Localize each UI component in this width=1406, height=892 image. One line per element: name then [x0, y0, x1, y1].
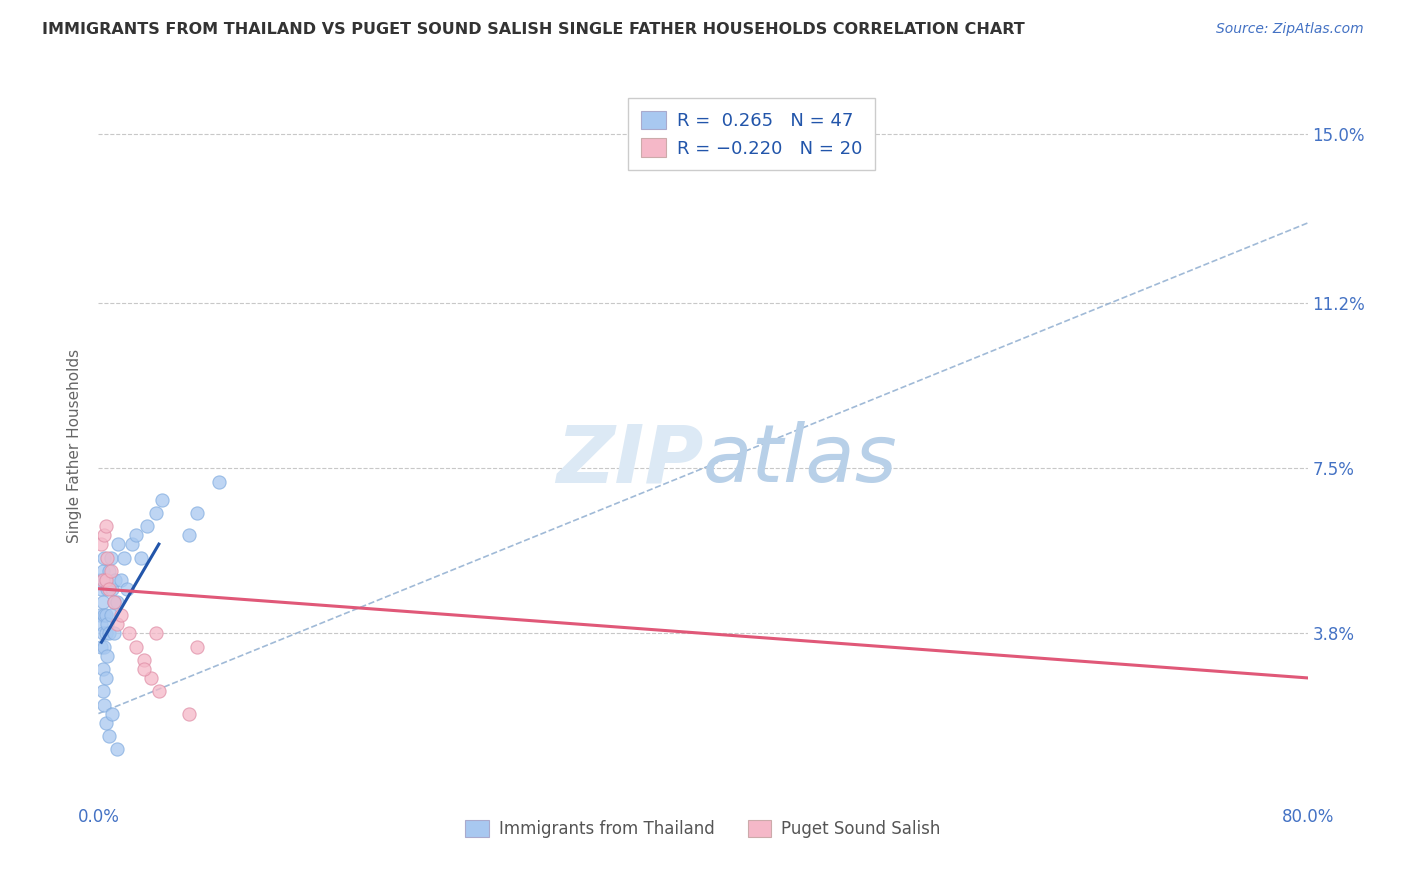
Point [107, 537, 129, 551]
Point [90, 537, 112, 551]
Point [93, 698, 115, 712]
Point [115, 582, 138, 596]
Point [105, 742, 128, 756]
Point [91, 662, 114, 676]
Text: ZIP: ZIP [555, 421, 703, 500]
Point [179, 528, 201, 542]
Point [91, 684, 114, 698]
Point [121, 537, 143, 551]
Point [100, 550, 122, 565]
Point [145, 626, 167, 640]
Point [150, 492, 173, 507]
Point [93, 608, 115, 623]
Point [96, 648, 118, 663]
Point [103, 626, 125, 640]
Point [141, 671, 163, 685]
Point [96, 617, 118, 632]
Point [100, 564, 122, 578]
Point [105, 595, 128, 609]
Text: IMMIGRANTS FROM THAILAND VS PUGET SOUND SALISH SINGLE FATHER HOUSEHOLDS CORRELAT: IMMIGRANTS FROM THAILAND VS PUGET SOUND … [42, 22, 1025, 37]
Point [101, 582, 124, 596]
Point [104, 573, 127, 587]
Point [145, 506, 167, 520]
Point [118, 626, 141, 640]
Point [94, 519, 117, 533]
Point [110, 573, 132, 587]
Point [94, 573, 117, 587]
Text: atlas: atlas [703, 421, 898, 500]
Point [135, 519, 157, 533]
Point [208, 475, 231, 489]
Point [94, 671, 117, 685]
Point [94, 626, 117, 640]
Point [101, 706, 124, 721]
Legend: Immigrants from Thailand, Puget Sound Salish: Immigrants from Thailand, Puget Sound Sa… [458, 813, 948, 845]
Point [132, 662, 155, 676]
Point [148, 684, 170, 698]
Point [89, 573, 111, 587]
Point [93, 550, 115, 565]
Point [103, 595, 125, 609]
Y-axis label: Single Father Households: Single Father Households [67, 349, 83, 543]
Point [96, 550, 118, 565]
Point [90, 582, 112, 596]
Point [91, 573, 114, 587]
Point [98, 582, 121, 596]
Point [90, 640, 112, 654]
Point [91, 595, 114, 609]
Point [179, 706, 201, 721]
Point [98, 564, 121, 578]
Point [186, 506, 208, 520]
Point [112, 550, 135, 565]
Point [94, 573, 117, 587]
Point [103, 595, 125, 609]
Point [93, 640, 115, 654]
Point [96, 582, 118, 596]
Point [89, 608, 111, 623]
Point [93, 528, 115, 542]
Point [94, 608, 117, 623]
Point [132, 653, 155, 667]
Point [129, 550, 152, 565]
Point [110, 608, 132, 623]
Point [94, 715, 117, 730]
Point [98, 626, 121, 640]
Point [91, 626, 114, 640]
Point [91, 564, 114, 578]
Point [105, 617, 128, 632]
Point [125, 528, 148, 542]
Point [186, 640, 208, 654]
Text: Source: ZipAtlas.com: Source: ZipAtlas.com [1216, 22, 1364, 37]
Point [100, 608, 122, 623]
Point [98, 729, 121, 743]
Point [90, 617, 112, 632]
Point [125, 640, 148, 654]
